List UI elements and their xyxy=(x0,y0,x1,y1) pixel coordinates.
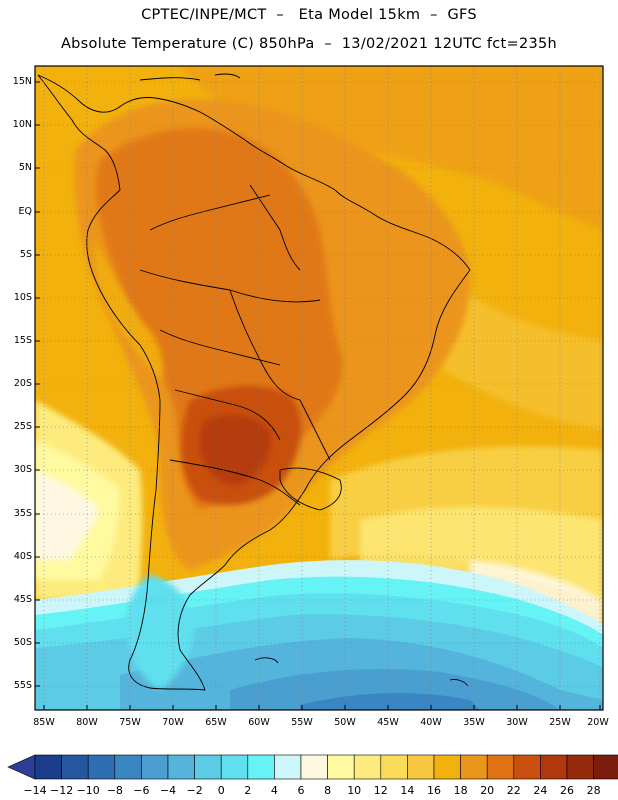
lon-label: 65W xyxy=(205,717,227,728)
lon-label: 85W xyxy=(33,717,55,728)
colorbar-label: −10 xyxy=(76,784,100,797)
lon-label: 35W xyxy=(463,717,485,728)
colorbar-swatch xyxy=(87,754,116,780)
colorbar-swatch xyxy=(486,754,515,780)
colorbar-label: −12 xyxy=(49,784,74,797)
colorbar-swatch xyxy=(407,754,435,780)
colorbar-swatch xyxy=(247,754,275,780)
lat-label: 5S xyxy=(19,249,32,260)
colorbar-label: 2 xyxy=(244,784,252,797)
lon-label: 55W xyxy=(291,717,313,728)
lat-label: 45S xyxy=(13,594,32,605)
colorbar-label: −4 xyxy=(159,784,177,797)
colorbar-under-arrow xyxy=(7,754,36,780)
colorbar-swatch xyxy=(300,754,328,780)
colorbar-label: 22 xyxy=(506,784,521,797)
lon-label: 45W xyxy=(377,717,399,728)
colorbar-swatch xyxy=(540,754,568,780)
colorbar-swatch xyxy=(327,754,355,780)
colorbar-swatch xyxy=(167,754,195,780)
colorbar-swatch xyxy=(114,754,142,780)
lon-label: 80W xyxy=(76,717,98,728)
lon-label: 50W xyxy=(334,717,356,728)
colorbar-label: 26 xyxy=(560,784,574,797)
lat-label: EQ xyxy=(18,206,32,217)
colorbar-swatch xyxy=(220,754,249,780)
lat-label: 10N xyxy=(12,119,32,130)
colorbar-label: −6 xyxy=(133,784,150,797)
colorbar-label: 20 xyxy=(480,784,495,797)
lon-label: 70W xyxy=(162,717,184,728)
colorbar-swatch xyxy=(353,754,382,780)
lon-label: 30W xyxy=(506,717,528,728)
title-line-2: Absolute Temperature (C) 850hPa – 13/02/… xyxy=(60,36,558,52)
colorbar-label: −2 xyxy=(186,784,203,797)
lon-label: 20W xyxy=(587,717,609,728)
colorbar-label: 6 xyxy=(297,784,305,797)
lat-label: 35S xyxy=(13,508,32,519)
lat-label: 15N xyxy=(12,76,32,87)
colorbar-label: 10 xyxy=(347,784,362,797)
lat-label: 5N xyxy=(18,162,32,173)
lon-label: 40W xyxy=(420,717,442,728)
colorbar-swatch xyxy=(513,754,541,780)
lon-label: 25W xyxy=(549,717,571,728)
colorbar-swatch xyxy=(61,754,89,780)
colorbar-swatch xyxy=(34,754,62,780)
lat-label: 25S xyxy=(13,421,32,432)
colorbar-label: 8 xyxy=(324,784,332,797)
coastlines xyxy=(37,73,471,691)
lat-label: 10S xyxy=(13,292,32,303)
colorbar-label: 14 xyxy=(400,784,415,797)
colorbar-label: 18 xyxy=(453,784,468,797)
colorbar-swatch xyxy=(141,754,169,780)
lat-label: 15S xyxy=(13,335,32,346)
colorbar-label: 28 xyxy=(586,784,601,797)
map-frame xyxy=(34,65,604,711)
lat-label: 50S xyxy=(13,637,32,648)
colorbar-swatch xyxy=(460,754,488,780)
title-line-1: CPTEC/INPE/MCT – Eta Model 15km – GFS xyxy=(141,7,477,23)
lat-label: 40S xyxy=(13,551,32,562)
colorbar-label: 0 xyxy=(217,784,225,797)
lon-label: 60W xyxy=(248,717,270,728)
colorbar-label: 24 xyxy=(533,784,548,797)
lon-label: 75W xyxy=(119,717,141,728)
graticule xyxy=(35,66,603,710)
colorbar-label: −8 xyxy=(106,784,123,797)
lat-label: 20S xyxy=(13,378,32,389)
colorbar-label: 12 xyxy=(373,784,388,797)
colorbar-swatch xyxy=(380,754,408,780)
temperature-field xyxy=(35,66,603,710)
colorbar-swatch xyxy=(593,754,618,780)
colorbar-swatch xyxy=(566,754,594,780)
colorbar-label: 16 xyxy=(427,784,441,797)
colorbar-label: 4 xyxy=(270,784,278,797)
axis-ticks xyxy=(35,81,601,710)
colorbar xyxy=(7,754,618,780)
colorbar-swatch xyxy=(194,754,222,780)
lat-label: 30S xyxy=(13,464,32,475)
lat-label: 55S xyxy=(13,680,32,691)
colorbar-label: −14 xyxy=(23,784,47,797)
colorbar-swatch xyxy=(433,754,461,780)
colorbar-swatch xyxy=(274,754,302,780)
